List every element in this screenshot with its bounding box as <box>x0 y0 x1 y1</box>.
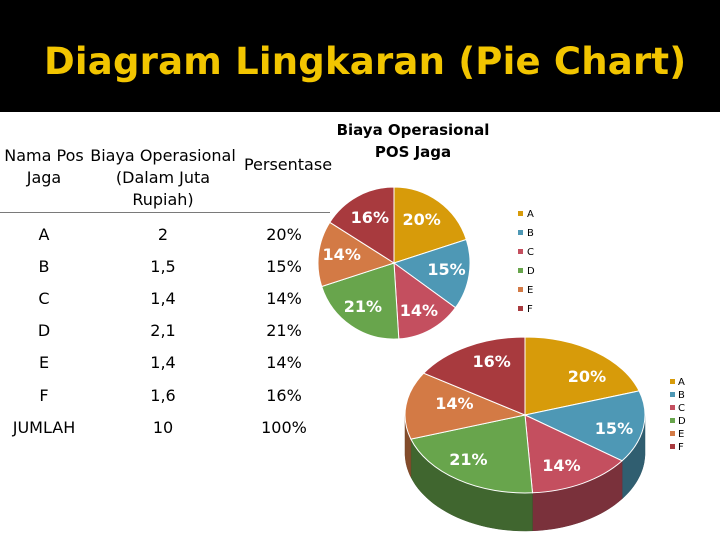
legend-label: C <box>678 403 685 414</box>
legend-swatch <box>670 405 675 410</box>
legend-label: E <box>678 429 685 440</box>
legend-label: A <box>678 377 685 388</box>
slide-header <box>0 0 720 112</box>
pie-slice-F <box>422 336 526 416</box>
legend-item-D: D <box>670 416 686 428</box>
header-persentase: Persentase <box>238 154 338 176</box>
pie-slice-F <box>329 186 395 264</box>
pie-chart-3d <box>404 336 646 532</box>
table-cell-biaya: 2 <box>157 225 169 244</box>
legend-label: B <box>527 228 534 239</box>
legend-item-F: F <box>670 442 684 454</box>
legend-item-C: C <box>518 247 534 259</box>
table-cell-pos: C <box>38 289 50 308</box>
legend-swatch <box>670 418 675 423</box>
table-cell-biaya: 1,4 <box>150 353 176 372</box>
header-divider <box>0 212 330 213</box>
header-line: Biaya Operasional <box>90 146 236 165</box>
pie-label-E: 14% <box>322 245 361 265</box>
table-cell-pos: B <box>38 257 50 276</box>
legend-item-B: B <box>670 390 685 402</box>
legend-item-A: A <box>518 209 534 221</box>
chart-title: Biaya Operasional POS Jaga <box>336 121 490 161</box>
pie-slice-D <box>321 262 400 340</box>
legend-label: D <box>527 266 535 277</box>
table-cell-pos: D <box>37 321 51 340</box>
table-cell-persen: 100% <box>261 418 307 437</box>
legend-label: A <box>527 209 534 220</box>
table-cell-pos: A <box>38 225 50 244</box>
pie-slice-B <box>523 390 646 462</box>
legend-swatch <box>670 392 675 397</box>
pie-slice-E <box>317 221 396 288</box>
pie-label-D: 21% <box>343 296 383 316</box>
header-line: Nama Pos <box>4 146 84 165</box>
pie-label-A: 20% <box>402 209 441 229</box>
header-line: Rupiah) <box>132 190 194 209</box>
legend-label: D <box>678 416 686 427</box>
table-cell-biaya: 2,1 <box>150 321 176 340</box>
table-cell-pos: JUMLAH <box>12 418 76 437</box>
pie-label-A: 20% <box>567 367 607 387</box>
legend-item-D: D <box>518 266 535 278</box>
legend-item-E: E <box>670 429 684 441</box>
legend-swatch <box>670 444 675 449</box>
pie-slice-C <box>524 414 623 494</box>
legend-item-E: E <box>518 285 533 297</box>
pie-label-B: 15% <box>594 418 634 438</box>
pie-label-C: 14% <box>399 301 439 321</box>
table-cell-biaya: 1,6 <box>150 386 176 405</box>
pie-slice-E <box>404 372 527 440</box>
legend-swatch <box>518 230 523 235</box>
pie-slice-B <box>392 238 471 309</box>
legend-swatch <box>518 268 523 273</box>
legend-swatch <box>518 249 523 254</box>
table-cell-persen: 14% <box>266 289 302 308</box>
slide-title: Diagram Lingkaran (Pie Chart) <box>44 40 687 83</box>
pie-label-F: 16% <box>472 351 511 371</box>
legend-item-B: B <box>518 228 534 240</box>
pie-label-C: 14% <box>542 455 581 475</box>
table-cell-persen: 15% <box>266 257 302 276</box>
pie-label-E: 14% <box>435 393 474 413</box>
pie-chart-2d <box>317 186 471 340</box>
pie-slice-A <box>524 336 640 416</box>
header-line: Jaga <box>26 168 62 187</box>
table-cell-pos: E <box>38 353 50 372</box>
table-cell-biaya: 1,5 <box>150 257 176 276</box>
header-line: (Dalam Juta <box>115 168 211 187</box>
table-cell-pos: F <box>39 386 49 405</box>
legend-label: B <box>678 390 685 401</box>
legend-swatch <box>518 211 523 216</box>
legend-label: C <box>527 247 534 258</box>
legend-swatch <box>670 431 675 436</box>
table-cell-persen: 14% <box>266 353 302 372</box>
pie-slice-C <box>393 261 457 340</box>
pie-label-B: 15% <box>427 260 466 280</box>
table-cell-persen: 20% <box>266 225 302 244</box>
legend-label: F <box>678 442 684 453</box>
legend-item-F: F <box>518 304 533 316</box>
legend-swatch <box>518 306 523 311</box>
legend-item-C: C <box>670 403 685 415</box>
table-cell-persen: 21% <box>266 321 302 340</box>
header-biaya: Biaya Operasional (Dalam Juta Rupiah) <box>88 145 238 211</box>
header-line: Persentase <box>243 155 333 174</box>
table-cell-biaya: 10 <box>152 418 174 437</box>
legend-label: F <box>527 304 533 315</box>
pie-slice-A <box>393 186 467 264</box>
legend-label: E <box>527 285 534 296</box>
legend-swatch <box>518 287 523 292</box>
pie-label-F: 16% <box>350 208 389 228</box>
table-cell-persen: 16% <box>266 386 302 405</box>
header-nama-pos: Nama Pos Jaga <box>0 145 88 189</box>
legend-swatch <box>670 379 675 384</box>
legend-item-A: A <box>670 377 685 389</box>
pie-slice-D <box>410 414 534 494</box>
pie-label-D: 21% <box>449 450 488 470</box>
table-cell-biaya: 1,4 <box>150 289 176 308</box>
